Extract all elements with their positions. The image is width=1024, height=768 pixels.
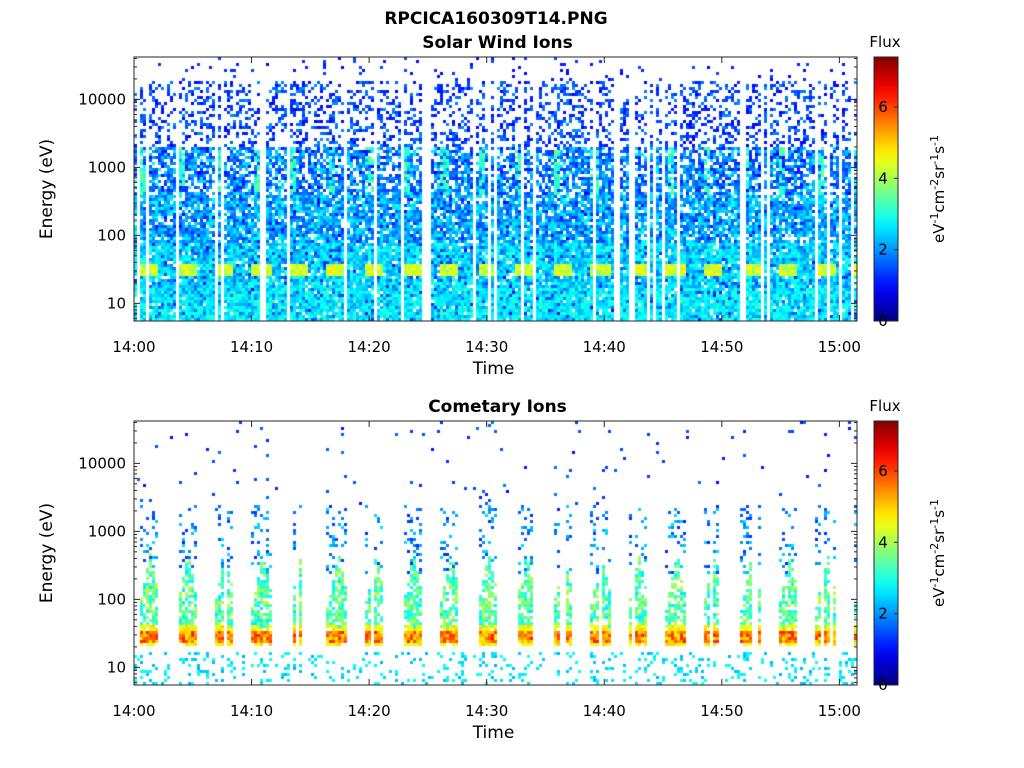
x-tick-label: 14:00	[112, 338, 155, 356]
x-tick-label: 15:00	[818, 702, 861, 720]
y-tick-label: 1000	[88, 522, 126, 540]
colorbar-label: eV-1cm-2sr-1s-1	[928, 499, 949, 607]
x-tick-label: 14:10	[230, 702, 273, 720]
x-axis-label: Time	[472, 359, 515, 379]
colorbar-label: eV-1cm-2sr-1s-1	[928, 135, 949, 243]
y-tick-label: 10000	[78, 454, 126, 472]
cometary-ions-panel: Cometary Ions 10 100 1000 10000 14:00 14:10 14:…	[37, 397, 948, 743]
colorbar-tick-label: 6	[878, 98, 888, 116]
x-tick-label: 14:50	[700, 702, 743, 720]
colorbar-tick-label: 2	[878, 605, 888, 623]
y-tick-label: 10	[107, 294, 126, 312]
x-tick-label: 14:30	[465, 338, 508, 356]
figure-title: RPCICA160309T14.PNG	[384, 9, 607, 29]
x-tick-label: 14:20	[348, 338, 391, 356]
x-tick-label: 14:40	[583, 338, 626, 356]
colorbar-tick-label: 4	[878, 533, 888, 551]
panel-title: Cometary Ions	[428, 397, 567, 417]
y-tick-label: 100	[97, 226, 126, 244]
colorbar-tick-label: 6	[878, 462, 888, 480]
solar-wind-panel: Solar Wind Ions 10 100 1000 10000 14:00 14:10 1…	[37, 33, 948, 379]
x-tick-label: 14:50	[700, 338, 743, 356]
y-tick-label: 100	[97, 590, 126, 608]
y-tick-label: 10	[107, 658, 126, 676]
x-axis-label: Time	[472, 723, 515, 743]
colorbar-tick-label: 2	[878, 241, 888, 259]
x-tick-label: 14:20	[348, 702, 391, 720]
x-tick-label: 14:00	[112, 702, 155, 720]
colorbar-title: Flux	[869, 397, 900, 415]
x-tick-label: 14:40	[583, 702, 626, 720]
y-axis-label: Energy (eV)	[37, 139, 57, 239]
panel-title: Solar Wind Ions	[422, 33, 573, 53]
colorbar-tick-label: 0	[878, 312, 888, 330]
y-tick-label: 10000	[78, 90, 126, 108]
spectrogram-image	[134, 57, 857, 321]
plot-frame	[133, 56, 858, 322]
y-axis-label: Energy (eV)	[37, 503, 57, 603]
spectrogram-image	[134, 421, 857, 685]
x-tick-label: 14:30	[465, 702, 508, 720]
colorbar-tick-label: 0	[878, 676, 888, 694]
plot-frame	[133, 420, 858, 686]
x-tick-label: 15:00	[818, 338, 861, 356]
y-tick-label: 1000	[88, 158, 126, 176]
colorbar-title: Flux	[869, 33, 900, 51]
colorbar	[873, 56, 899, 322]
colorbar-tick-label: 4	[878, 169, 888, 187]
colorbar	[873, 420, 899, 686]
x-tick-label: 14:10	[230, 338, 273, 356]
